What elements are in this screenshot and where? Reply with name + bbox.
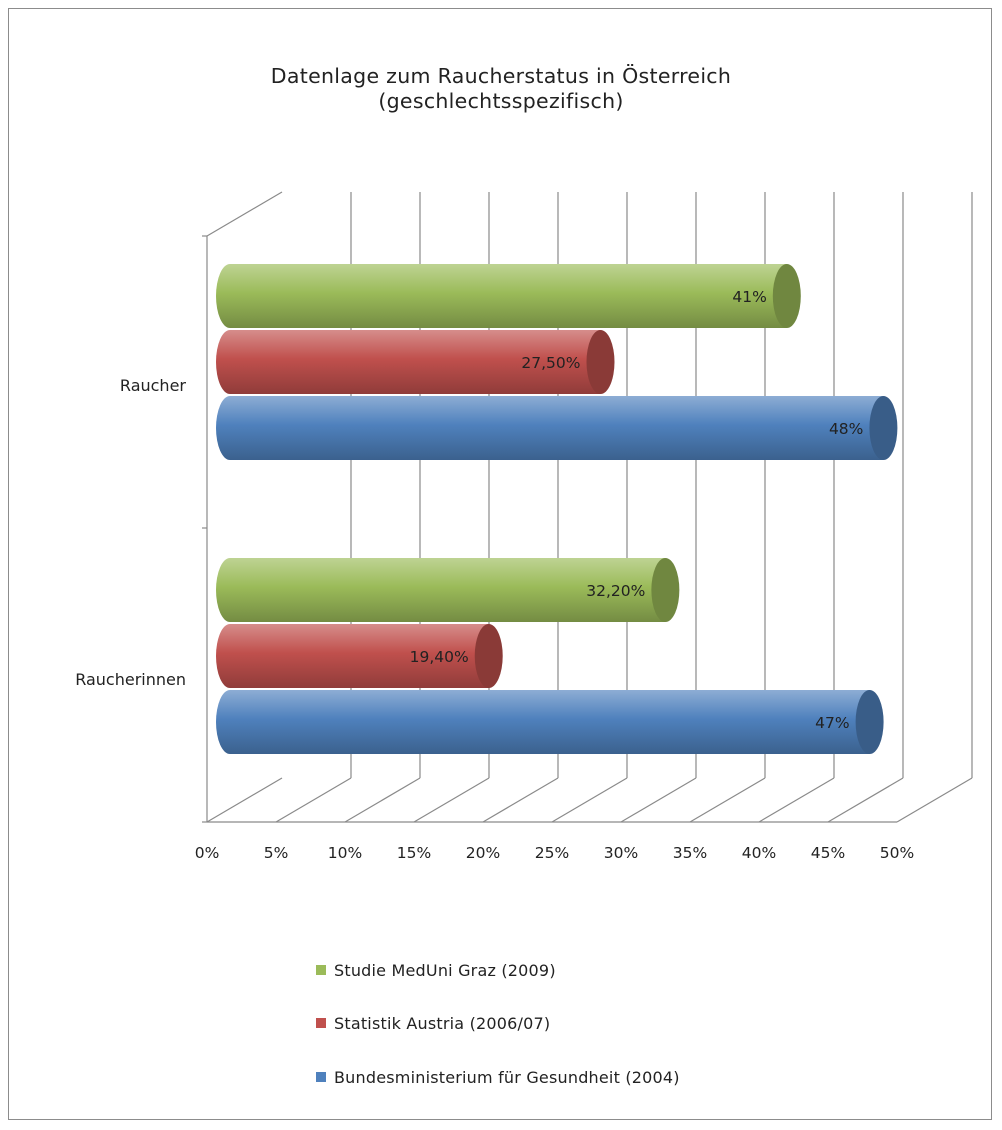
bar: 48% <box>216 396 898 460</box>
chart-title-line-1: Datenlage zum Raucherstatus in Österreic… <box>270 64 732 88</box>
x-tick-label: 30% <box>604 844 638 862</box>
bar-start-cap <box>216 330 244 394</box>
bar-start-cap <box>216 624 244 688</box>
chart-frame <box>8 8 992 1120</box>
chart-title: Datenlage zum Raucherstatus in Österreic… <box>0 64 1002 114</box>
bar-start-cap <box>216 264 244 328</box>
x-tick-label: 0% <box>195 844 220 862</box>
bar-body <box>230 558 666 622</box>
bar-start-cap <box>216 558 244 622</box>
x-tick-label: 45% <box>811 844 845 862</box>
legend-item-statistik-austria: Statistik Austria (2006/07) <box>316 1011 550 1035</box>
floor-line <box>551 777 628 823</box>
x-tick-label: 35% <box>673 844 707 862</box>
category-label: Raucher <box>120 376 186 395</box>
bar: 47% <box>216 690 884 754</box>
floor-line <box>482 777 559 823</box>
bar-end-cap <box>586 330 615 394</box>
x-tick-label: 5% <box>264 844 289 862</box>
legend-item-medunigraz: Studie MedUni Graz (2009) <box>316 958 556 982</box>
legend-label-statistik-austria: Statistik Austria (2006/07) <box>334 1013 551 1033</box>
x-tick-label: 25% <box>535 844 569 862</box>
bar-body <box>230 264 787 328</box>
x-tick-label: 15% <box>397 844 431 862</box>
x-tick-label: 10% <box>328 844 362 862</box>
floor-line <box>620 777 697 823</box>
category-label: Raucherinnen <box>75 670 186 689</box>
bar-end-cap <box>772 264 801 328</box>
bar-end-cap <box>474 624 503 688</box>
data-label: 27,50% <box>521 354 580 372</box>
data-label: 19,40% <box>410 648 469 666</box>
side-wall-top <box>206 191 283 237</box>
bar-body <box>230 690 870 754</box>
floor-line <box>344 777 421 823</box>
bar: 27,50% <box>216 330 615 394</box>
data-label: 48% <box>829 420 863 438</box>
legend-swatch-medunigraz <box>316 965 326 975</box>
floor-line <box>758 777 835 823</box>
x-tick-label: 40% <box>742 844 776 862</box>
bar-body <box>230 396 884 460</box>
floor-line <box>896 777 973 823</box>
x-tick-label: 20% <box>466 844 500 862</box>
bar: 41% <box>216 264 801 328</box>
x-tick-label: 50% <box>880 844 914 862</box>
floor-line <box>827 777 904 823</box>
floor-line <box>689 777 766 823</box>
floor-line <box>206 777 283 823</box>
bar-start-cap <box>216 396 244 460</box>
bar: 32,20% <box>216 558 680 622</box>
bar-end-cap <box>869 396 898 460</box>
chart-title-line-2: (geschlechtsspezifisch) <box>378 89 624 113</box>
data-label: 41% <box>732 288 766 306</box>
legend-label-medunigraz: Studie MedUni Graz (2009) <box>334 960 556 980</box>
legend-item-bmg: Bundesministerium für Gesundheit (2004) <box>316 1065 680 1089</box>
bar-start-cap <box>216 690 244 754</box>
legend-swatch-statistik-austria <box>316 1018 326 1028</box>
legend-swatch-bmg <box>316 1072 326 1082</box>
floor-line <box>275 777 352 823</box>
bar: 19,40% <box>216 624 503 688</box>
data-label: 32,20% <box>586 582 645 600</box>
bar-end-cap <box>651 558 680 622</box>
floor-line <box>413 777 490 823</box>
data-label: 47% <box>815 714 849 732</box>
bar-end-cap <box>855 690 884 754</box>
bar-body <box>230 330 601 394</box>
bar-body <box>230 624 489 688</box>
legend-label-bmg: Bundesministerium für Gesundheit (2004) <box>334 1067 680 1087</box>
